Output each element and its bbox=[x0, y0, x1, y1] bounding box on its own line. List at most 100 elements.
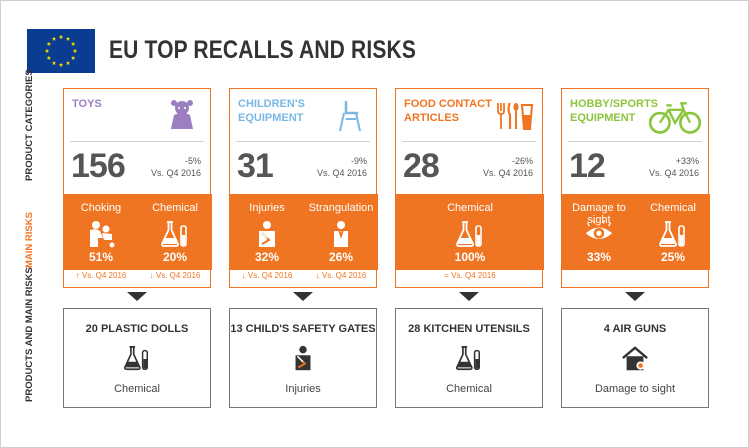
change-reference: Vs. Q4 2016 bbox=[648, 168, 699, 178]
product-risk: Damage to sight bbox=[594, 383, 676, 395]
trend-down-icon: ↓ bbox=[315, 271, 320, 280]
recall-count: 28 bbox=[403, 147, 440, 185]
risk-percent: 33% bbox=[586, 250, 612, 264]
eu-flag-icon bbox=[27, 29, 95, 73]
risk-percent: 51% bbox=[88, 250, 114, 264]
risk-name: Strangulation bbox=[308, 202, 374, 214]
divider bbox=[70, 141, 204, 142]
risk-item: Chemical 100% bbox=[396, 194, 544, 270]
flag-star bbox=[51, 36, 57, 41]
label-products-and-main-risks: PRODUCTS AND MAIN RISKS bbox=[24, 267, 35, 402]
flag-star bbox=[46, 55, 52, 60]
trend-label: Vs. Q4 2016 bbox=[321, 271, 367, 280]
trend-down-icon: ↓ bbox=[241, 271, 246, 280]
product-name: 13 CHILD'S SAFETY GATES bbox=[230, 323, 376, 335]
chemical-icon bbox=[455, 220, 485, 248]
flag-star bbox=[51, 60, 57, 66]
recall-change: -9% Vs. Q4 2016 bbox=[317, 155, 367, 179]
risk-percent: 25% bbox=[660, 250, 686, 264]
divider bbox=[568, 141, 702, 142]
risk-name: Damage to sight bbox=[572, 202, 626, 226]
recall-change: -26% Vs. Q4 2016 bbox=[483, 155, 533, 179]
product-card: 28 KITCHEN UTENSILS Chemical bbox=[395, 308, 543, 408]
label-product-categories: PRODUCT CATEGORIES bbox=[24, 69, 35, 181]
product-card: 4 AIR GUNS Damage to sight bbox=[561, 308, 709, 408]
risk-trend: ↑ Vs. Q4 2016 bbox=[64, 271, 138, 280]
risk-item: Chemical 25% bbox=[636, 194, 710, 270]
risk-name: Chemical bbox=[447, 202, 493, 214]
risk-item: Injuries 32% bbox=[230, 194, 304, 270]
down-arrow-icon bbox=[625, 292, 645, 301]
trend-down-icon: ↓ bbox=[149, 271, 154, 280]
category-card: TOYS 156 -5% Vs. Q4 2016 Choking 51% Che… bbox=[63, 88, 212, 288]
trend-label: Vs. Q4 2016 bbox=[81, 271, 127, 280]
house-damage-icon bbox=[621, 345, 649, 375]
risk-name: Injuries bbox=[249, 202, 285, 214]
recall-count: 156 bbox=[71, 147, 126, 185]
risk-item: Strangulation 26% bbox=[304, 194, 378, 270]
category-card: FOOD CONTACT ARTICLES 28 -26% Vs. Q4 201… bbox=[395, 88, 544, 288]
category-name: TOYS bbox=[72, 98, 102, 110]
category-card: CHILDREN'S EQUIPMENT 31 -9% Vs. Q4 2016 … bbox=[229, 88, 378, 288]
flag-star bbox=[46, 41, 52, 46]
category-name: HOBBY/SPORTS EQUIPMENT bbox=[570, 98, 659, 124]
trend-label: Vs. Q4 2016 bbox=[451, 271, 496, 280]
category-card: HOBBY/SPORTS EQUIPMENT 12 +33% Vs. Q4 20… bbox=[561, 88, 710, 288]
risk-name: Chemical bbox=[650, 202, 696, 214]
recall-count: 31 bbox=[237, 147, 274, 185]
high-chair-icon bbox=[328, 99, 368, 133]
risk-trend: ↓ Vs. Q4 2016 bbox=[230, 271, 304, 280]
product-name: 4 AIR GUNS bbox=[603, 323, 667, 335]
product-risk: Injuries bbox=[285, 383, 321, 395]
trend-label: Vs. Q4 2016 bbox=[247, 271, 293, 280]
risk-trend: ↓ Vs. Q4 2016 bbox=[304, 271, 378, 280]
risk-item: Choking 51% bbox=[64, 194, 138, 270]
main-risks-band: Injuries 32% Strangulation 26% bbox=[230, 194, 378, 270]
page-title: EU TOP RECALLS AND RISKS bbox=[109, 36, 417, 64]
trend-up-icon: ↑ bbox=[75, 271, 80, 280]
chemical-icon bbox=[160, 220, 190, 248]
risk-trend: ↓ Vs. Q4 2016 bbox=[138, 271, 212, 280]
flag-star bbox=[70, 55, 76, 60]
change-reference: Vs. Q4 2016 bbox=[316, 168, 367, 178]
risk-percent: 26% bbox=[328, 250, 354, 264]
utensils-icon bbox=[494, 99, 534, 133]
down-arrow-icon bbox=[459, 292, 479, 301]
category-name: FOOD CONTACT ARTICLES bbox=[404, 98, 492, 124]
main-risks-band: Choking 51% Chemical 20% bbox=[64, 194, 212, 270]
risk-name: Chemical bbox=[152, 202, 198, 214]
change-percent: -26% bbox=[511, 156, 533, 166]
risk-percent: 20% bbox=[162, 250, 188, 264]
injury-icon bbox=[252, 220, 282, 248]
doll-icon bbox=[162, 99, 202, 133]
flag-star bbox=[65, 60, 71, 66]
trend-label: Vs. Q4 2016 bbox=[155, 271, 201, 280]
product-card: 20 PLASTIC DOLLS Chemical bbox=[63, 308, 211, 408]
change-percent: -9% bbox=[350, 156, 367, 166]
category-name: CHILDREN'S EQUIPMENT bbox=[238, 98, 305, 124]
change-reference: Vs. Q4 2016 bbox=[150, 168, 201, 178]
change-percent: -5% bbox=[184, 156, 201, 166]
flag-star bbox=[44, 48, 50, 53]
bicycle-icon bbox=[648, 99, 702, 134]
chemical-icon bbox=[658, 220, 688, 248]
main-risks-band: Damage to sight 33% Chemical 25% bbox=[562, 194, 710, 270]
divider bbox=[236, 141, 370, 142]
risk-name: Choking bbox=[80, 202, 122, 214]
change-percent: +33% bbox=[675, 156, 699, 166]
divider bbox=[402, 141, 536, 142]
recall-change: +33% Vs. Q4 2016 bbox=[649, 155, 699, 179]
flag-star bbox=[72, 48, 78, 53]
risk-percent: 100% bbox=[454, 250, 486, 264]
risk-item: Damage to sight 33% bbox=[562, 194, 636, 270]
recall-change: -5% Vs. Q4 2016 bbox=[151, 155, 201, 179]
chemical-icon bbox=[123, 345, 151, 375]
trend-equal-icon: = bbox=[444, 271, 449, 280]
risk-percent: 32% bbox=[254, 250, 280, 264]
choking-icon bbox=[86, 220, 116, 248]
flag-star bbox=[58, 34, 64, 39]
product-name: 20 PLASTIC DOLLS bbox=[85, 323, 189, 335]
change-reference: Vs. Q4 2016 bbox=[482, 168, 533, 178]
strangulation-icon bbox=[326, 220, 356, 248]
eye-icon bbox=[584, 219, 614, 248]
